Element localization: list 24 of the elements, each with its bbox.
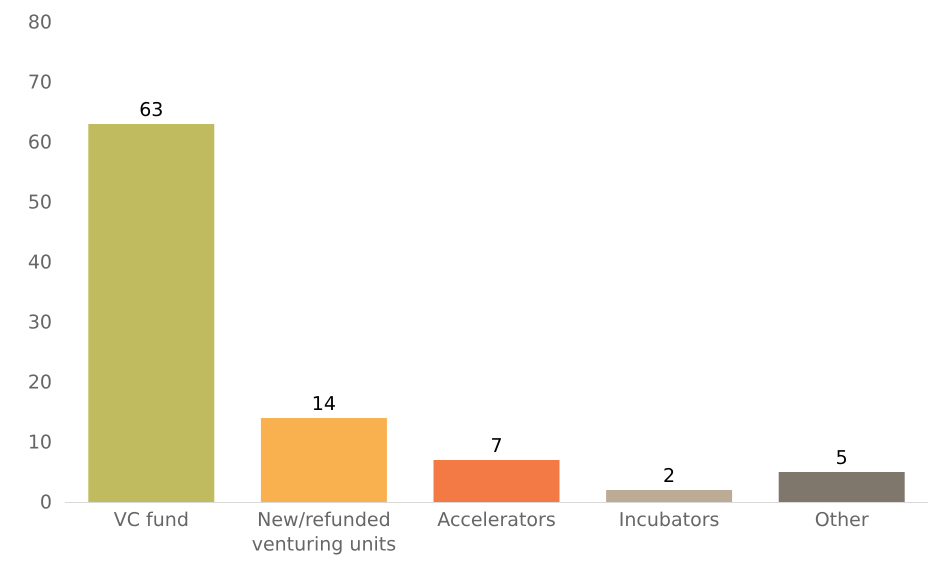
y-tick-label: 40: [28, 252, 52, 274]
x-tick-label: Incubators: [618, 508, 720, 531]
bar: [434, 460, 560, 502]
y-tick-label: 20: [28, 372, 52, 394]
data-label: 14: [312, 393, 336, 415]
y-tick-label: 60: [28, 132, 52, 154]
data-label: 2: [663, 465, 676, 487]
bar: [260, 418, 387, 502]
y-tick-label: 70: [28, 72, 52, 94]
y-tick-label: 50: [28, 192, 52, 214]
bar: [606, 490, 732, 502]
x-tick-label: New/refunded venturing units: [252, 508, 396, 556]
bar: [778, 472, 905, 502]
data-label: 5: [836, 447, 848, 469]
bar: [88, 124, 214, 502]
y-tick-label: 0: [40, 492, 52, 514]
y-tick-label: 80: [28, 12, 52, 34]
x-tick-label: Accelerators: [437, 508, 556, 531]
data-label: 7: [490, 435, 503, 457]
x-tick-label: VC fund: [114, 508, 189, 531]
x-tick-label: Other: [814, 508, 869, 531]
y-tick-label: 10: [28, 432, 52, 454]
y-tick-label: 30: [28, 312, 52, 334]
data-label: 63: [139, 99, 164, 121]
